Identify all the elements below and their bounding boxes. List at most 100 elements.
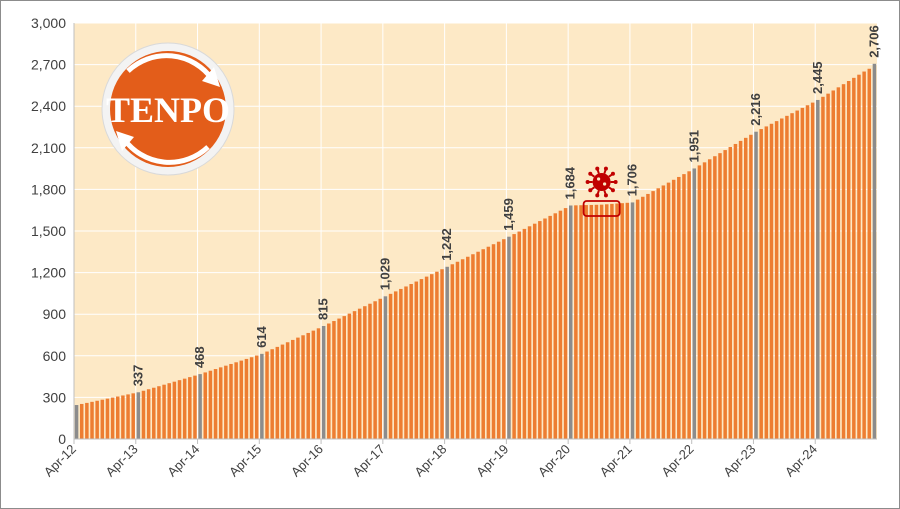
bar <box>852 77 856 439</box>
bar <box>491 244 496 439</box>
bar <box>764 126 769 440</box>
bar <box>548 215 552 439</box>
y-axis-ticks: 0 300 600 900 1,200 1,500 1,800 2,100 2,400 2,700… <box>31 15 66 447</box>
x-axis-ticks: Apr-12 Apr-13 Apr-14 Apr-15 Apr-16 Apr-17 Apr-… <box>41 441 820 479</box>
bar <box>270 349 274 439</box>
bar <box>260 353 264 439</box>
bar <box>821 96 825 440</box>
bar <box>671 179 676 440</box>
bar <box>419 279 424 439</box>
bar <box>79 403 84 439</box>
x-tick-label: Apr-23 <box>720 441 758 479</box>
bar <box>316 328 321 439</box>
bar <box>846 81 851 439</box>
data-label: 1,951 <box>686 130 701 163</box>
bar <box>188 377 192 439</box>
virus-icon <box>582 166 621 217</box>
bar <box>157 386 161 439</box>
bar <box>661 185 666 439</box>
x-tick-label: Apr-13 <box>103 441 141 479</box>
bar <box>728 147 733 439</box>
bar <box>141 390 146 439</box>
bar <box>743 137 748 439</box>
bar <box>774 121 779 439</box>
data-label: 1,684 <box>563 166 578 199</box>
y-tick-label: 300 <box>43 389 67 405</box>
bar <box>383 296 388 439</box>
bar <box>702 162 707 439</box>
bar <box>306 332 310 439</box>
bar <box>152 387 156 439</box>
bar <box>527 226 532 439</box>
bar <box>620 203 624 439</box>
bar <box>296 337 300 439</box>
bar <box>455 261 460 439</box>
bar <box>239 360 244 439</box>
bar <box>90 401 94 439</box>
bar <box>373 301 377 439</box>
bar <box>182 378 187 439</box>
bar <box>342 316 346 439</box>
bar <box>126 394 130 439</box>
x-tick-label: Apr-18 <box>411 441 449 479</box>
bar <box>558 210 563 439</box>
y-tick-label: 900 <box>43 306 67 322</box>
bar <box>301 335 305 439</box>
bar <box>625 202 630 439</box>
bar <box>677 176 681 439</box>
bar <box>697 165 702 439</box>
data-label: 1,242 <box>439 228 454 261</box>
bar <box>687 171 691 440</box>
bar <box>630 202 635 439</box>
bar <box>471 254 475 439</box>
bar <box>733 143 738 439</box>
bar <box>352 311 357 439</box>
bar <box>440 269 444 439</box>
bar <box>635 199 640 439</box>
x-tick-label: Apr-17 <box>350 441 388 479</box>
data-labels: 337 468 614 815 1,029 1,242 1,459 1,684 1,706 1,9… <box>130 25 881 386</box>
bar <box>651 191 655 439</box>
bar <box>563 208 568 439</box>
bar <box>198 374 202 439</box>
bar <box>790 113 794 439</box>
bar <box>244 358 249 439</box>
bar <box>116 396 120 439</box>
bar <box>280 344 285 439</box>
bar <box>641 196 645 439</box>
y-tick-label: 600 <box>43 348 67 364</box>
bar <box>254 355 259 439</box>
bar <box>378 298 383 439</box>
bar <box>218 367 223 439</box>
x-tick-label: Apr-16 <box>288 441 326 479</box>
bar <box>347 313 352 439</box>
data-label: 2,445 <box>810 61 825 94</box>
y-tick-label: 0 <box>58 431 66 447</box>
bar <box>327 323 331 439</box>
bar <box>517 231 521 439</box>
data-label: 468 <box>192 346 207 368</box>
bar <box>460 259 465 439</box>
x-tick-label: Apr-21 <box>597 441 635 479</box>
bar <box>867 68 872 439</box>
bar <box>285 342 290 439</box>
bar <box>589 204 594 439</box>
y-tick-label: 3,000 <box>31 15 66 31</box>
bar <box>131 393 135 439</box>
bar <box>399 288 403 439</box>
bar <box>568 205 573 439</box>
bar <box>162 384 166 439</box>
bar <box>105 398 110 439</box>
bar <box>615 203 619 439</box>
bar <box>409 284 413 439</box>
y-tick-label: 1,800 <box>31 181 66 197</box>
bar <box>553 213 558 439</box>
bar <box>610 203 614 439</box>
bar <box>707 159 712 439</box>
bar <box>759 129 763 439</box>
bar <box>450 264 455 439</box>
bar <box>682 174 686 439</box>
bar <box>579 205 583 439</box>
x-tick-label: Apr-22 <box>658 441 696 479</box>
bar <box>800 107 805 440</box>
